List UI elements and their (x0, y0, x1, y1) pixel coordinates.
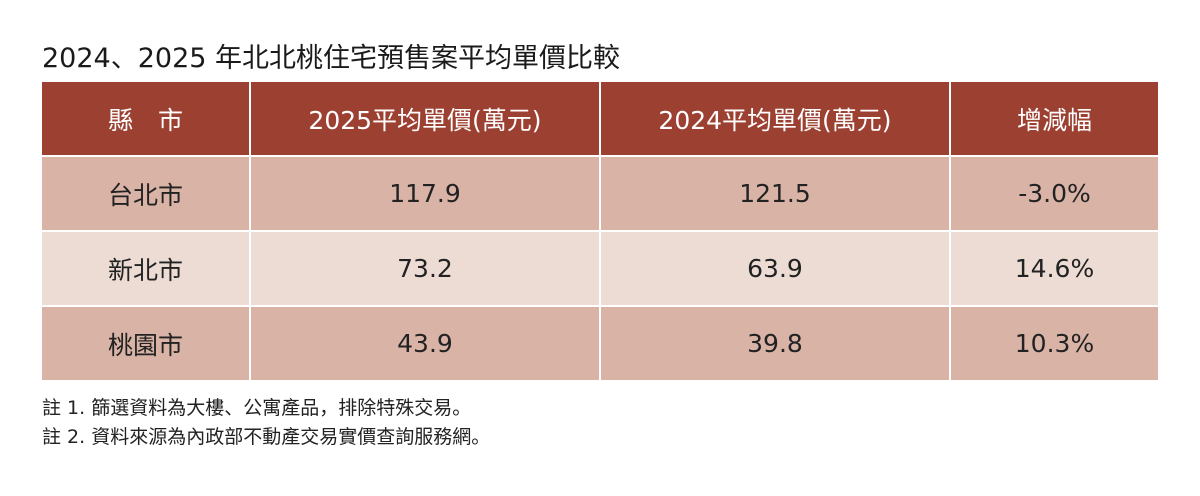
table-cell: 39.8 (601, 307, 949, 380)
table-cell: 63.9 (601, 232, 949, 305)
table-cell: -3.0% (951, 157, 1158, 230)
table-cell: 台北市 (42, 157, 249, 230)
table-cell: 10.3% (951, 307, 1158, 380)
table-cell: 117.9 (251, 157, 599, 230)
title: 2024、2025 年北北桃住宅預售案平均單價比較 (42, 43, 621, 74)
header-cell: 增減幅 (951, 82, 1158, 155)
table-cell: 73.2 (251, 232, 599, 305)
table-cell: 新北市 (42, 232, 249, 305)
notes: 註 1. 篩選資料為大樓、公寓產品，排除特殊交易。註 2. 資料來源為內政部不動… (42, 394, 490, 452)
table-cell: 14.6% (951, 232, 1158, 305)
table-cell: 43.9 (251, 307, 599, 380)
table-cell: 121.5 (601, 157, 949, 230)
note: 註 2. 資料來源為內政部不動產交易實價查詢服務網。 (42, 426, 491, 448)
price-table: 縣 市 2025平均單價(萬元) 2024平均單價(萬元) 增減幅台北市 117.9 12… (42, 82, 1158, 380)
header-cell: 2024平均單價(萬元) (601, 82, 949, 155)
table-cell: 桃園市 (42, 307, 249, 380)
note: 註 1. 篩選資料為大樓、公寓產品，排除特殊交易。 (42, 397, 472, 419)
header-cell: 2025平均單價(萬元) (251, 82, 599, 155)
header-cell: 縣 市 (42, 82, 249, 155)
